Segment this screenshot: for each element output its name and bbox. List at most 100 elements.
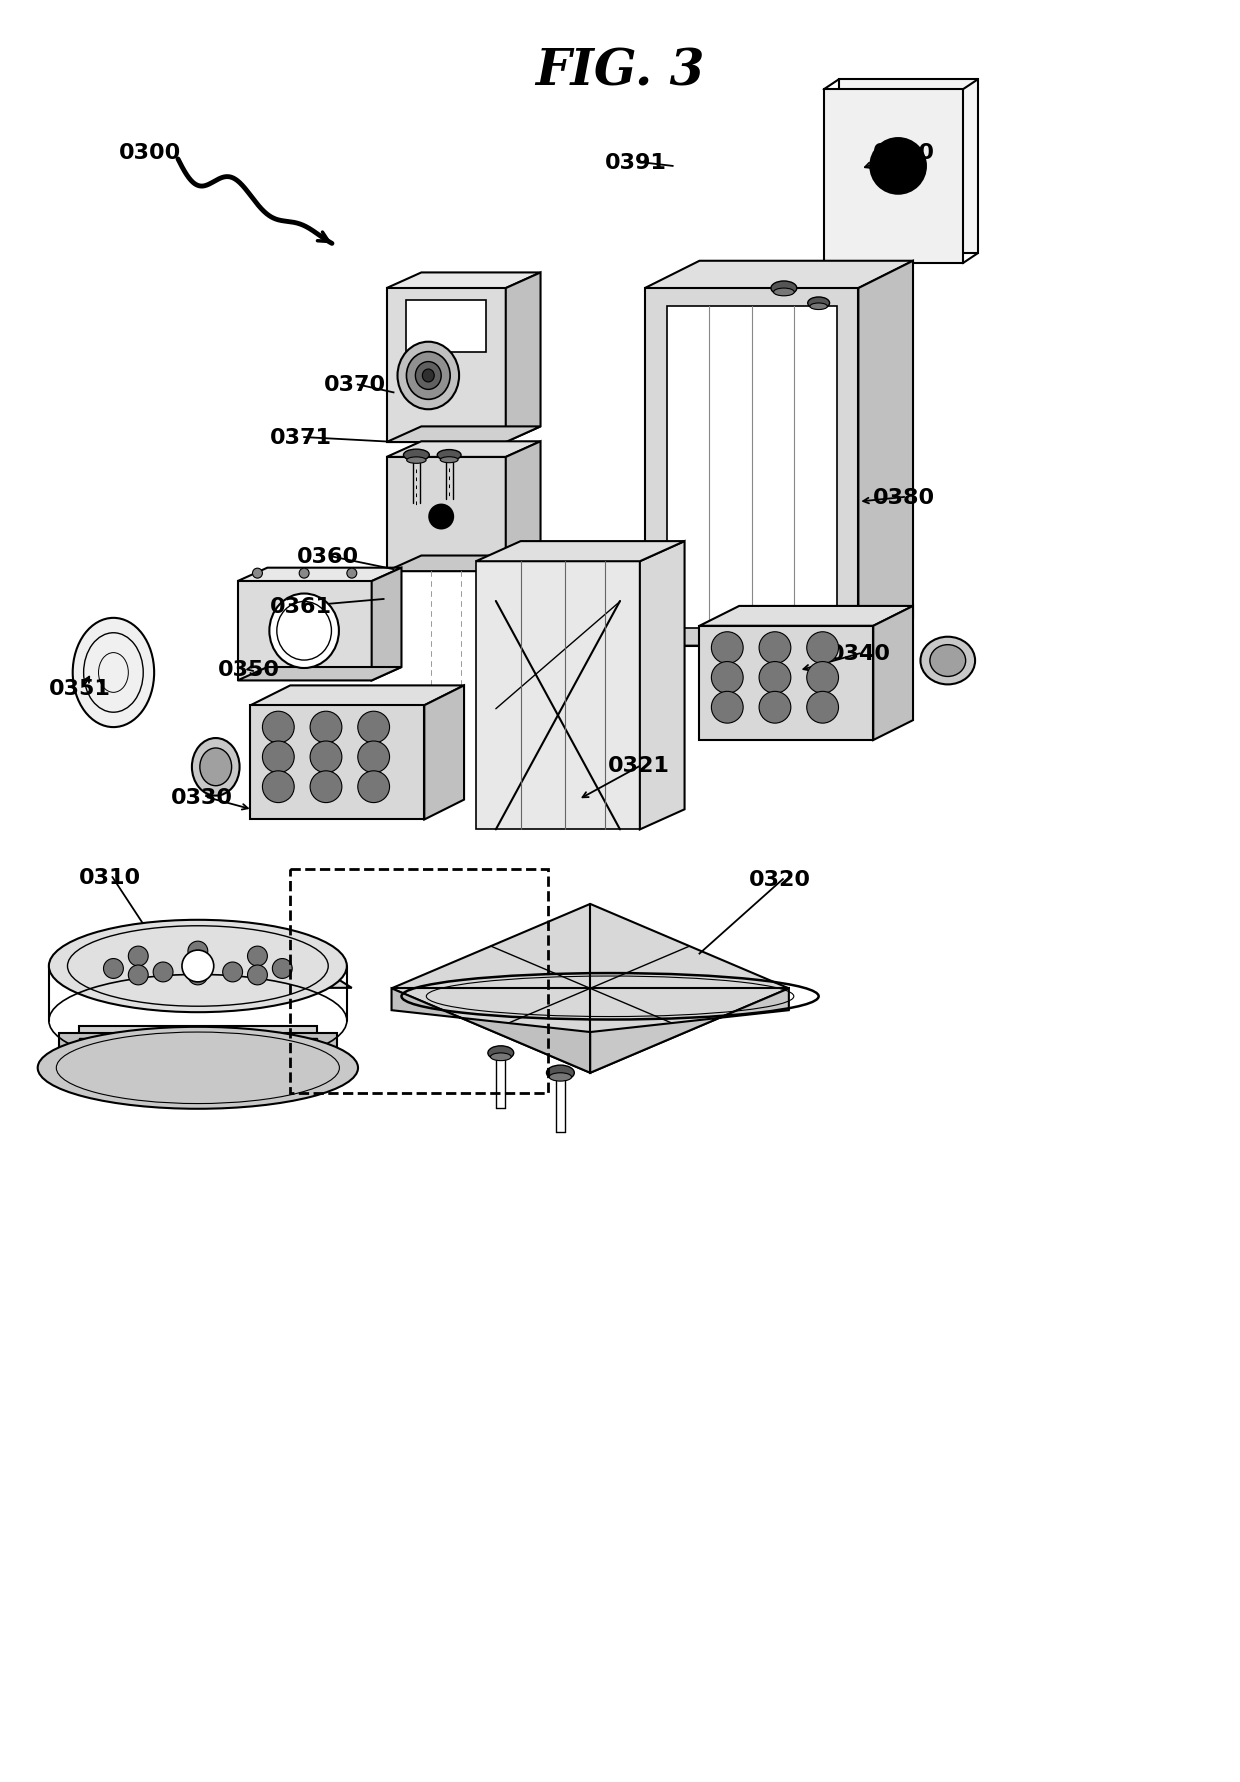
Bar	[78, 1039, 113, 1059]
Polygon shape	[476, 561, 640, 830]
Circle shape	[263, 741, 294, 773]
Text: 0350: 0350	[218, 659, 280, 679]
Circle shape	[248, 966, 268, 985]
Polygon shape	[387, 556, 541, 572]
Ellipse shape	[73, 618, 154, 727]
Polygon shape	[476, 542, 684, 561]
Ellipse shape	[491, 1053, 511, 1060]
Circle shape	[712, 633, 743, 665]
Circle shape	[712, 663, 743, 693]
Bar	[290, 870, 548, 1092]
Ellipse shape	[398, 342, 459, 410]
Ellipse shape	[440, 458, 458, 463]
Bar	[667, 307, 837, 629]
Circle shape	[310, 741, 342, 773]
Polygon shape	[387, 289, 506, 442]
Polygon shape	[424, 686, 464, 820]
Polygon shape	[238, 581, 372, 681]
Ellipse shape	[920, 638, 975, 684]
Circle shape	[188, 941, 208, 962]
Circle shape	[263, 711, 294, 743]
Polygon shape	[699, 627, 873, 741]
Polygon shape	[645, 262, 913, 289]
Polygon shape	[238, 568, 402, 581]
Polygon shape	[392, 989, 590, 1073]
Polygon shape	[250, 686, 464, 706]
Text: 0340: 0340	[828, 643, 890, 663]
Ellipse shape	[415, 362, 441, 390]
Ellipse shape	[48, 920, 347, 1012]
Text: 0390: 0390	[873, 143, 935, 162]
Polygon shape	[387, 442, 541, 458]
Ellipse shape	[423, 371, 434, 383]
Polygon shape	[78, 966, 352, 989]
Circle shape	[128, 966, 149, 985]
Ellipse shape	[200, 748, 232, 786]
Circle shape	[358, 711, 389, 743]
Circle shape	[103, 959, 123, 978]
Text: 0370: 0370	[324, 376, 386, 396]
Circle shape	[248, 946, 268, 966]
Polygon shape	[590, 989, 789, 1073]
Circle shape	[223, 962, 243, 982]
Circle shape	[807, 663, 838, 693]
Polygon shape	[372, 568, 402, 681]
Circle shape	[807, 691, 838, 723]
Polygon shape	[823, 91, 962, 264]
Circle shape	[253, 568, 263, 579]
Ellipse shape	[807, 298, 830, 310]
Polygon shape	[838, 80, 977, 255]
Ellipse shape	[407, 353, 450, 401]
Ellipse shape	[269, 593, 339, 668]
Text: 0310: 0310	[78, 868, 141, 887]
Circle shape	[759, 691, 791, 723]
Text: 0300: 0300	[118, 143, 181, 162]
Ellipse shape	[407, 458, 427, 463]
Polygon shape	[823, 618, 913, 647]
Polygon shape	[645, 289, 858, 647]
Circle shape	[358, 741, 389, 773]
Circle shape	[263, 772, 294, 804]
Bar	[283, 1039, 317, 1059]
Text: 0320: 0320	[749, 870, 811, 889]
Text: 0330: 0330	[171, 788, 233, 807]
Circle shape	[712, 691, 743, 723]
Circle shape	[759, 633, 791, 665]
Circle shape	[759, 663, 791, 693]
Ellipse shape	[771, 282, 797, 296]
Circle shape	[870, 139, 926, 194]
Polygon shape	[699, 606, 913, 627]
Bar	[58, 1034, 337, 1051]
Ellipse shape	[810, 303, 827, 310]
Ellipse shape	[438, 451, 461, 462]
Polygon shape	[387, 428, 541, 442]
Text: 0361: 0361	[270, 597, 332, 617]
Polygon shape	[873, 606, 913, 741]
Text: 0321: 0321	[608, 756, 670, 775]
Circle shape	[299, 568, 309, 579]
Circle shape	[429, 506, 453, 529]
Circle shape	[310, 772, 342, 804]
Circle shape	[347, 568, 357, 579]
Circle shape	[807, 633, 838, 665]
Polygon shape	[858, 262, 913, 647]
Circle shape	[128, 946, 149, 966]
Bar	[78, 1026, 317, 1057]
Circle shape	[182, 950, 213, 982]
Polygon shape	[387, 458, 506, 572]
Ellipse shape	[487, 1046, 513, 1060]
Ellipse shape	[774, 289, 795, 296]
Ellipse shape	[549, 1073, 572, 1082]
Circle shape	[188, 966, 208, 985]
Ellipse shape	[930, 645, 966, 677]
Ellipse shape	[547, 1066, 574, 1082]
Ellipse shape	[192, 738, 239, 797]
Polygon shape	[238, 668, 402, 681]
Text: 0371: 0371	[270, 428, 332, 447]
Text: 0360: 0360	[298, 547, 360, 567]
Bar	[407, 301, 486, 353]
Polygon shape	[506, 273, 541, 442]
Circle shape	[358, 772, 389, 804]
Ellipse shape	[403, 449, 429, 462]
Ellipse shape	[37, 1026, 358, 1108]
